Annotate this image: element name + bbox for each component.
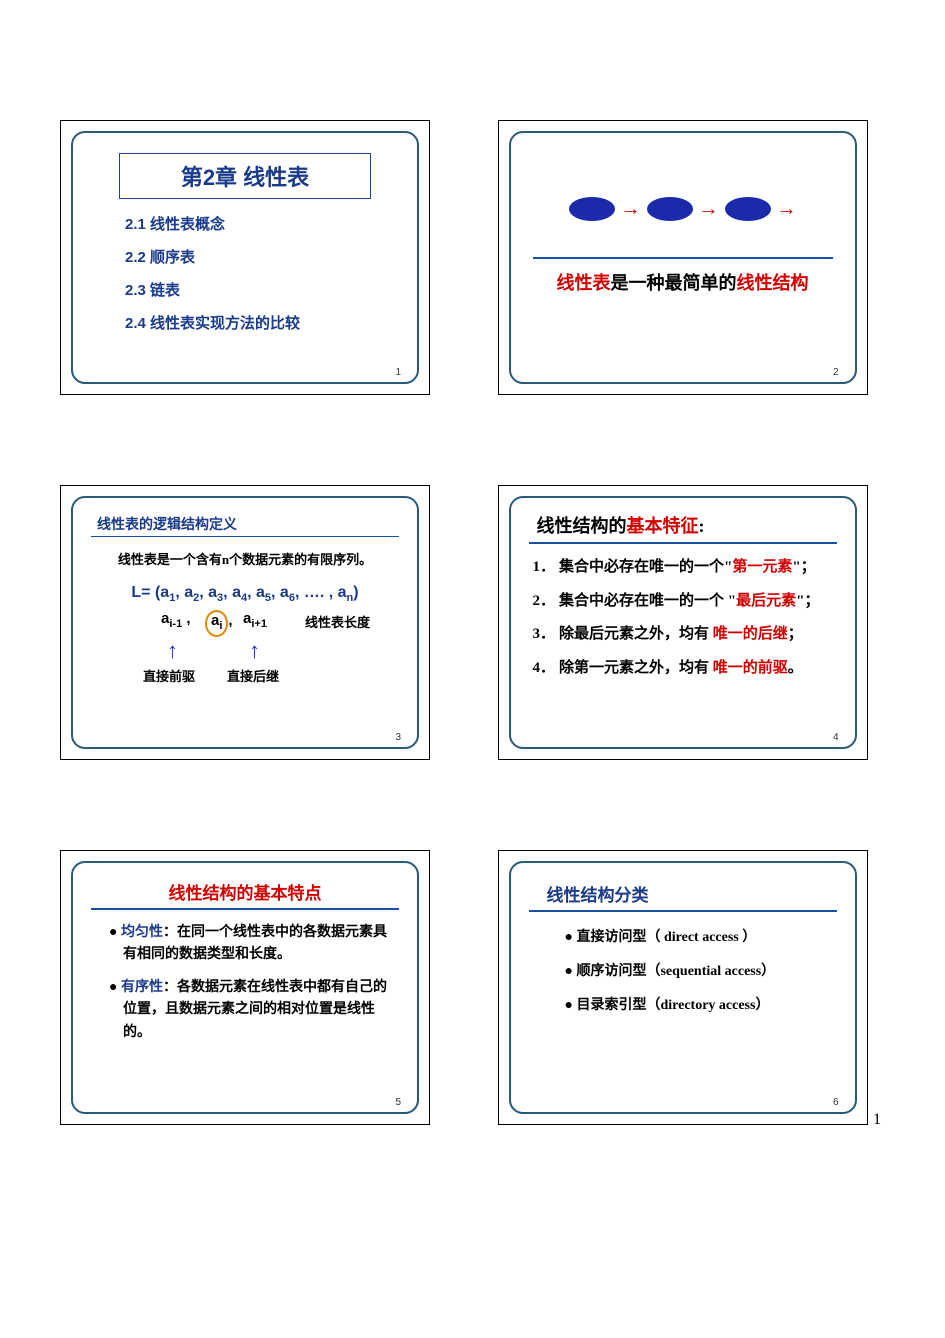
- handout-page: 第2章 线性表 2.1 线性表概念 2.2 顺序表 2.3 链表 2.4 线性表…: [0, 0, 945, 1165]
- slide-number: 6: [833, 1097, 839, 1108]
- arrow-icon: →: [777, 199, 797, 219]
- divider: [529, 910, 837, 912]
- text-part: 是一种最简单的: [611, 273, 737, 293]
- arrow-up-icon: ↑: [249, 640, 260, 662]
- slide-3-title: 线性表的逻辑结构定义: [97, 514, 399, 534]
- feature-item: 1．集合中必存在唯一的一个"第一元素"；: [533, 558, 837, 578]
- slide-1-toc: 2.1 线性表概念 2.2 顺序表 2.3 链表 2.4 线性表实现方法的比较: [125, 213, 399, 333]
- arrow-icon: →: [621, 199, 641, 219]
- toc-item: 2.4 线性表实现方法的比较: [125, 312, 399, 333]
- text-part: 线性结构: [737, 273, 809, 293]
- slide-number: 2: [833, 367, 839, 378]
- predecessor-label: 直接前驱: [143, 666, 195, 685]
- arrows-row: ↑ ↑: [91, 640, 399, 666]
- sequence-formula: L= (a1, a2, a3, a4, a5, a6, …. , an): [91, 584, 399, 604]
- slide-1: 第2章 线性表 2.1 线性表概念 2.2 顺序表 2.3 链表 2.4 线性表…: [60, 120, 430, 395]
- slide-6-title: 线性结构分类: [547, 881, 837, 906]
- successor-label: 直接后继: [227, 666, 279, 685]
- sheet-page-number: 1: [873, 1111, 881, 1129]
- divider: [91, 536, 399, 537]
- toc-item: 2.2 顺序表: [125, 246, 399, 267]
- slide-5-title: 线性结构的基本特点: [91, 879, 399, 904]
- slide-2-frame: → → → 线性表是一种最简单的线性结构 2: [509, 131, 857, 384]
- slide-1-frame: 第2章 线性表 2.1 线性表概念 2.2 顺序表 2.3 链表 2.4 线性表…: [71, 131, 419, 384]
- node-icon: [647, 197, 693, 221]
- toc-item: 2.1 线性表概念: [125, 213, 399, 234]
- title-part: 线性结构的: [537, 516, 627, 536]
- feature-item: 4．除第一元素之外，均有 唯一的前驱。: [533, 659, 837, 679]
- text-part: 线性表: [557, 273, 611, 293]
- linked-list-diagram: → → →: [529, 197, 837, 221]
- category-item: ● 顺序访问型（sequential access）: [565, 960, 837, 980]
- node-icon: [569, 197, 615, 221]
- arrow-icon: →: [699, 199, 719, 219]
- slide-2-caption: 线性表是一种最简单的线性结构: [529, 269, 837, 295]
- slide-5: 线性结构的基本特点 ● 均匀性：在同一个线性表中的各数据元素具有相同的数据类型和…: [60, 850, 430, 1125]
- node-icon: [725, 197, 771, 221]
- slide-1-title: 第2章 线性表: [119, 153, 371, 199]
- slide-3-frame: 线性表的逻辑结构定义 线性表是一个含有n个数据元素的有限序列。 L= (a1, …: [71, 496, 419, 749]
- divider: [533, 257, 833, 259]
- slide-number: 5: [395, 1097, 401, 1108]
- slide-6-frame: 线性结构分类 ● 直接访问型（ direct access ） ● 顺序访问型（…: [509, 861, 857, 1114]
- slide-4: 线性结构的基本特征: 1．集合中必存在唯一的一个"第一元素"； 2．集合中必存在…: [498, 485, 868, 760]
- divider: [91, 908, 399, 910]
- slide-6: 线性结构分类 ● 直接访问型（ direct access ） ● 顺序访问型（…: [498, 850, 868, 1125]
- slide-3: 线性表的逻辑结构定义 线性表是一个含有n个数据元素的有限序列。 L= (a1, …: [60, 485, 430, 760]
- elem-prev: ai-1 ,: [161, 610, 191, 630]
- elem-current: ai,: [205, 610, 233, 637]
- slide-number: 4: [833, 732, 839, 743]
- slide-number: 1: [395, 367, 401, 378]
- arrow-up-icon: ↑: [167, 640, 178, 662]
- property-item: ● 均匀性：在同一个线性表中的各数据元素具有相同的数据类型和长度。: [109, 922, 389, 967]
- elem-next: ai+1: [243, 610, 267, 630]
- slide-2: → → → 线性表是一种最简单的线性结构 2: [498, 120, 868, 395]
- labels-row: 直接前驱 直接后继: [91, 666, 399, 686]
- feature-item: 2．集合中必存在唯一的一个 "最后元素"；: [533, 592, 837, 612]
- feature-item: 3．除最后元素之外，均有 唯一的后继；: [533, 625, 837, 645]
- category-item: ● 直接访问型（ direct access ）: [565, 926, 837, 946]
- title-part: 基本特征: [627, 516, 699, 536]
- divider: [529, 542, 837, 544]
- element-row: ai-1 , ai, ai+1 线性表长度: [91, 610, 399, 640]
- category-item: ● 目录索引型（directory access）: [565, 994, 837, 1014]
- slide-grid: 第2章 线性表 2.1 线性表概念 2.2 顺序表 2.3 链表 2.4 线性表…: [60, 120, 885, 1125]
- slide-3-subtitle: 线性表是一个含有n个数据元素的有限序列。: [91, 549, 399, 568]
- formula-text: L= (a1, a2, a3, a4, a5, a6, …. , an): [131, 584, 358, 601]
- slide-number: 3: [395, 732, 401, 743]
- slide-4-title: 线性结构的基本特征:: [537, 512, 837, 538]
- length-label: 线性表长度: [305, 612, 370, 631]
- feature-list: 1．集合中必存在唯一的一个"第一元素"； 2．集合中必存在唯一的一个 "最后元素…: [533, 558, 837, 678]
- slide-4-frame: 线性结构的基本特征: 1．集合中必存在唯一的一个"第一元素"； 2．集合中必存在…: [509, 496, 857, 749]
- title-part: :: [699, 516, 705, 536]
- property-item: ● 有序性：各数据元素在线性表中都有自己的位置，且数据元素之间的相对位置是线性的…: [109, 977, 389, 1044]
- slide-5-frame: 线性结构的基本特点 ● 均匀性：在同一个线性表中的各数据元素具有相同的数据类型和…: [71, 861, 419, 1114]
- toc-item: 2.3 链表: [125, 279, 399, 300]
